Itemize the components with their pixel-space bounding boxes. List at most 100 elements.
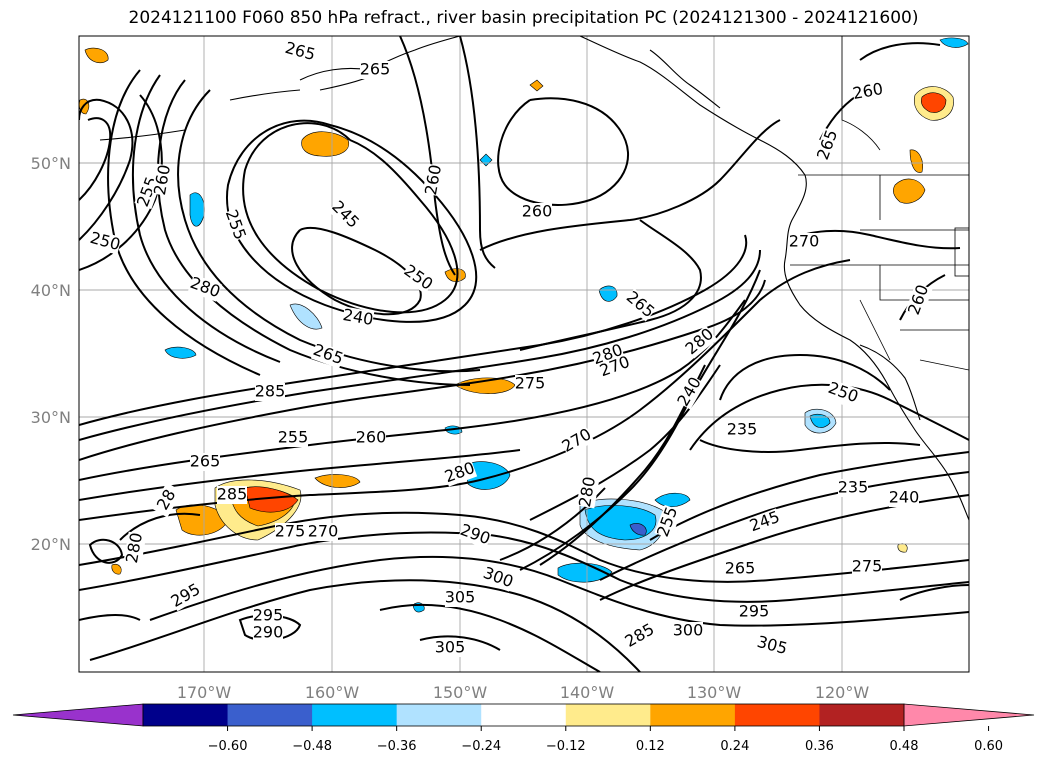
contour-label: 290 xyxy=(253,623,284,642)
colorbar-tick-label: 0.24 xyxy=(720,739,749,754)
contour-label: 275 xyxy=(852,557,883,576)
map-frame xyxy=(78,35,970,673)
contour-label-background xyxy=(278,429,308,447)
lat-label-30n: 30°N xyxy=(31,408,71,427)
contour-label: 275 xyxy=(515,374,546,393)
lon-label-160w: 160°W xyxy=(305,683,360,702)
colorbar-cell xyxy=(143,704,229,726)
contour-label: 300 xyxy=(673,621,704,640)
colorbar-cell xyxy=(481,704,567,726)
contour-label-background xyxy=(789,233,819,251)
contour-label-background xyxy=(187,274,223,302)
contour-label: 235 xyxy=(838,478,869,497)
colorbar-cell xyxy=(650,704,736,726)
contour-label-background xyxy=(725,560,755,578)
lon-label-150w: 150°W xyxy=(433,683,488,702)
coastlines xyxy=(99,36,969,521)
contour-label-background xyxy=(253,624,283,642)
contour-label-background xyxy=(217,486,247,504)
contour-label: 285 xyxy=(255,382,286,401)
colorbar-tick-label: 0.36 xyxy=(805,739,834,754)
contour-label-background xyxy=(590,341,626,369)
colorbar-cell xyxy=(565,704,651,726)
contour-label-background xyxy=(400,262,436,294)
contour-label-background xyxy=(341,306,375,330)
contour-label-background xyxy=(88,229,122,255)
contour-label-background xyxy=(747,508,783,536)
colorbar: −0.60 −0.48 −0.36 −0.24 −0.12 0.12 0.24 0.36 0.4… xyxy=(12,703,1035,754)
contour-label-background xyxy=(597,353,633,381)
longitude-labels: 170°W 160°W 150°W 140°W 130°W 120°W xyxy=(177,683,870,702)
contour-label-background xyxy=(852,558,882,576)
map-background xyxy=(79,36,969,672)
contour-label-background xyxy=(739,603,769,621)
contour-label-background xyxy=(814,127,842,163)
colorbar-cell xyxy=(734,704,820,726)
contour-label-background xyxy=(559,425,595,457)
contour-label-background xyxy=(515,375,545,393)
contour-label-background xyxy=(422,163,446,197)
contour-label: 235 xyxy=(727,420,758,439)
contour-label: 270 xyxy=(308,522,339,541)
contour-label-background xyxy=(151,163,175,197)
colorbar-tick-label: −0.36 xyxy=(377,739,417,754)
contour-label: 295 xyxy=(739,602,770,621)
contour-label: 305 xyxy=(445,588,476,607)
contour-label-background xyxy=(576,475,600,509)
contour-label-background xyxy=(851,80,885,104)
contour-label-background xyxy=(673,622,703,640)
contour-label-background xyxy=(457,521,493,549)
contour-label-background xyxy=(123,531,147,565)
political-borders xyxy=(790,36,969,371)
contour-label-background xyxy=(255,383,285,401)
contour-label-background xyxy=(480,564,516,592)
contour-label: 295 xyxy=(253,606,284,625)
colorbar-tick-label: 0.12 xyxy=(636,739,665,754)
contour-label: 275 xyxy=(275,522,306,541)
contour-labels: 2652652602552502502452552602602652602702… xyxy=(88,38,933,659)
colorbar-tick-label: −0.60 xyxy=(208,739,248,754)
contour-label-background xyxy=(442,459,478,487)
contour-label-background xyxy=(328,198,362,232)
colorbar-low-extension xyxy=(12,703,144,727)
colorbar-cell xyxy=(227,704,313,726)
contour-label-background xyxy=(622,288,658,322)
contour-label-background xyxy=(221,207,249,243)
contour-label-background xyxy=(283,39,317,65)
lon-label-140w: 140°W xyxy=(560,683,615,702)
contour-label-background xyxy=(310,341,346,369)
contour-label-background xyxy=(727,421,757,439)
contour-label-background xyxy=(168,580,204,612)
contour-label: 305 xyxy=(435,638,466,657)
contour-label-background xyxy=(356,429,386,447)
contour-label-background xyxy=(674,374,706,410)
contour-label-background xyxy=(445,589,475,607)
contour-label: 240 xyxy=(889,488,920,507)
contour-label: 270 xyxy=(789,232,820,251)
contour-label-background xyxy=(682,325,718,359)
contour-label: 255 xyxy=(278,428,309,447)
contour-label: 265 xyxy=(360,60,391,79)
contour-label-background xyxy=(905,282,933,318)
latitude-labels: 50°N 40°N 30°N 20°N xyxy=(31,154,71,554)
contour-label-background xyxy=(755,633,789,659)
contour-label-background xyxy=(838,479,868,497)
colorbar-cell xyxy=(396,704,482,726)
colorbar-tick-label: −0.24 xyxy=(461,739,501,754)
contour-label-background xyxy=(151,482,183,518)
colorbar-cell xyxy=(312,704,398,726)
contour-label-background xyxy=(435,639,465,657)
lon-label-130w: 130°W xyxy=(687,683,742,702)
map-title: 2024121100 F060 850 hPa refract., river … xyxy=(128,8,919,28)
contour-label-background xyxy=(889,489,919,507)
contour-label-background xyxy=(308,523,338,541)
lon-label-120w: 120°W xyxy=(815,683,870,702)
contour-label: 260 xyxy=(356,428,387,447)
contour-label: 285 xyxy=(217,485,248,504)
contour-label-background xyxy=(825,379,861,407)
lat-label-40n: 40°N xyxy=(31,281,71,300)
colorbar-high-extension xyxy=(903,703,1035,727)
contour-label-background xyxy=(622,620,658,652)
contour-label: 260 xyxy=(522,202,553,221)
lat-label-20n: 20°N xyxy=(31,535,71,554)
